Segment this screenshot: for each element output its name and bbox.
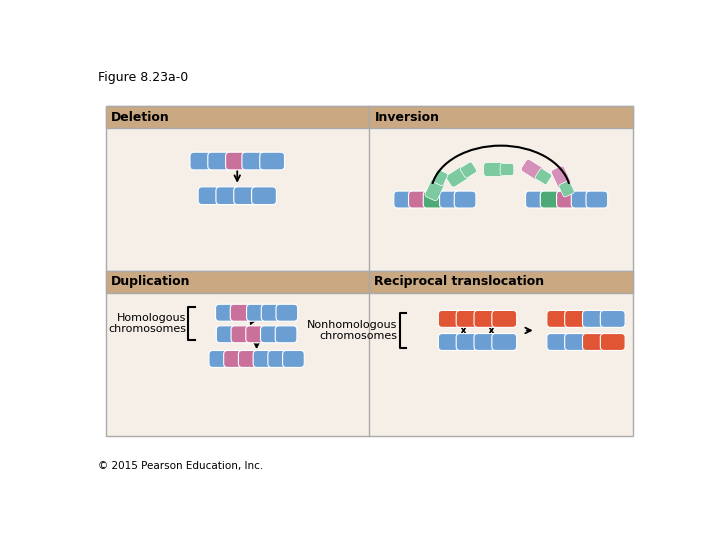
FancyBboxPatch shape	[425, 177, 445, 201]
FancyBboxPatch shape	[446, 166, 470, 187]
Text: Duplication: Duplication	[111, 275, 190, 288]
FancyBboxPatch shape	[564, 310, 590, 327]
FancyBboxPatch shape	[586, 191, 608, 208]
Text: Inversion: Inversion	[374, 111, 439, 124]
FancyBboxPatch shape	[552, 166, 572, 190]
FancyBboxPatch shape	[238, 350, 260, 367]
FancyBboxPatch shape	[216, 326, 238, 343]
FancyBboxPatch shape	[582, 310, 607, 327]
Text: Figure 8.23a-0: Figure 8.23a-0	[98, 71, 188, 84]
FancyBboxPatch shape	[521, 159, 545, 180]
FancyBboxPatch shape	[456, 310, 481, 327]
FancyBboxPatch shape	[600, 334, 625, 350]
FancyBboxPatch shape	[251, 187, 276, 205]
FancyBboxPatch shape	[215, 304, 238, 321]
FancyBboxPatch shape	[456, 334, 481, 350]
FancyBboxPatch shape	[230, 304, 253, 321]
Text: © 2015 Pearson Education, Inc.: © 2015 Pearson Education, Inc.	[98, 461, 263, 471]
FancyBboxPatch shape	[474, 310, 499, 327]
FancyBboxPatch shape	[423, 191, 446, 208]
Text: Reciprocal translocation: Reciprocal translocation	[374, 275, 544, 288]
FancyBboxPatch shape	[208, 152, 233, 170]
FancyBboxPatch shape	[526, 191, 547, 208]
FancyBboxPatch shape	[547, 334, 572, 350]
Text: Deletion: Deletion	[111, 111, 170, 124]
FancyBboxPatch shape	[547, 310, 572, 327]
FancyBboxPatch shape	[492, 310, 517, 327]
FancyBboxPatch shape	[454, 191, 476, 208]
FancyBboxPatch shape	[190, 152, 215, 170]
FancyBboxPatch shape	[369, 106, 632, 128]
FancyBboxPatch shape	[231, 326, 253, 343]
FancyBboxPatch shape	[216, 187, 240, 205]
FancyBboxPatch shape	[246, 304, 269, 321]
FancyBboxPatch shape	[535, 168, 552, 185]
FancyBboxPatch shape	[106, 106, 369, 128]
FancyBboxPatch shape	[234, 187, 258, 205]
FancyBboxPatch shape	[540, 191, 564, 208]
FancyBboxPatch shape	[460, 162, 477, 178]
FancyBboxPatch shape	[253, 350, 275, 367]
FancyBboxPatch shape	[198, 187, 223, 205]
FancyBboxPatch shape	[433, 170, 448, 186]
FancyBboxPatch shape	[582, 334, 607, 350]
FancyBboxPatch shape	[261, 326, 282, 343]
FancyBboxPatch shape	[438, 334, 463, 350]
FancyBboxPatch shape	[242, 152, 266, 170]
FancyBboxPatch shape	[492, 334, 517, 350]
Text: Nonhomologous
chromosomes: Nonhomologous chromosomes	[307, 320, 397, 341]
FancyBboxPatch shape	[225, 152, 249, 170]
FancyBboxPatch shape	[268, 350, 289, 367]
FancyBboxPatch shape	[261, 304, 283, 321]
FancyBboxPatch shape	[282, 350, 305, 367]
FancyBboxPatch shape	[408, 191, 431, 208]
FancyBboxPatch shape	[439, 191, 462, 208]
FancyBboxPatch shape	[500, 164, 514, 176]
FancyBboxPatch shape	[369, 271, 632, 293]
FancyBboxPatch shape	[557, 191, 578, 208]
FancyBboxPatch shape	[571, 191, 593, 208]
FancyBboxPatch shape	[246, 326, 267, 343]
FancyBboxPatch shape	[474, 334, 499, 350]
FancyBboxPatch shape	[276, 304, 297, 321]
FancyBboxPatch shape	[209, 350, 230, 367]
FancyBboxPatch shape	[600, 310, 625, 327]
FancyBboxPatch shape	[106, 271, 369, 293]
Text: Homologous
chromosomes: Homologous chromosomes	[108, 313, 186, 334]
FancyBboxPatch shape	[224, 350, 246, 367]
FancyBboxPatch shape	[275, 326, 297, 343]
FancyBboxPatch shape	[260, 152, 284, 170]
FancyBboxPatch shape	[559, 181, 575, 197]
FancyBboxPatch shape	[106, 106, 632, 436]
FancyBboxPatch shape	[438, 310, 463, 327]
FancyBboxPatch shape	[564, 334, 590, 350]
FancyBboxPatch shape	[484, 163, 505, 177]
FancyBboxPatch shape	[394, 191, 415, 208]
